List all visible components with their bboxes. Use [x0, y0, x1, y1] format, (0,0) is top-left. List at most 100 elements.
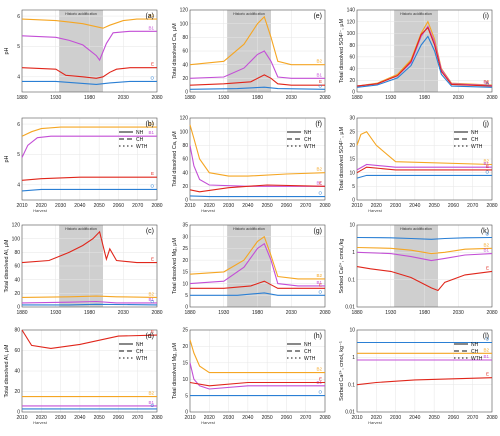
series-label: E [151, 257, 154, 262]
legend-label: WTH [136, 144, 148, 150]
x-tick-label: 2020 [204, 203, 215, 209]
y-tick-label: 60 [349, 55, 355, 61]
series-label: B2 [148, 13, 154, 18]
y-axis-label: Total dissolved SO4²⁻, µM [339, 127, 345, 192]
legend-label: WTH [304, 356, 316, 362]
plot-frame [356, 329, 493, 413]
series-label: O [150, 183, 154, 188]
series-label: O [485, 336, 489, 341]
x-tick-label: 2030 [286, 95, 297, 101]
x-tick-label: 2030 [390, 203, 401, 209]
panel-b: 2010 2020 2030 2040 2050 2060 2070 2080 4 5 6 B2 B1 E… [4, 117, 163, 213]
x-tick-label: 1880 [351, 310, 362, 316]
y-tick-label: 25 [182, 328, 188, 334]
series-label: E [319, 282, 322, 287]
legend-label: WTH [471, 144, 483, 150]
panel-label: (g) [313, 228, 322, 235]
y-tick-label: 35 [182, 223, 188, 229]
y-tick-label: 100 [347, 31, 356, 37]
x-tick-label: 2050 [429, 203, 440, 209]
x-tick-label: 2030 [223, 415, 234, 421]
series-line-O [356, 236, 493, 240]
y-axis-label: pH [4, 47, 10, 54]
series-line-B2 [189, 339, 325, 374]
legend-label: CH [136, 137, 144, 143]
legend-label: WTH [136, 356, 148, 362]
x-tick-label: 2030 [223, 203, 234, 209]
y-tick-label: 10 [349, 328, 355, 334]
series-label: B1 [316, 280, 322, 285]
x-tick-label: 1880 [184, 310, 195, 316]
shade-label: Historic acidification [65, 227, 97, 231]
shade-label: Historic acidification [233, 227, 265, 231]
series-label: O [150, 299, 154, 304]
x-tick-label: 1930 [385, 310, 396, 316]
series-line-B2 [356, 246, 493, 255]
y-tick-label: 120 [347, 19, 356, 25]
y-tick-label: 4 [17, 75, 20, 81]
series-label: O [485, 169, 489, 174]
y-tick-label: 40 [349, 66, 355, 72]
legend-label: WTH [471, 356, 483, 362]
y-tick-label: 15 [349, 157, 355, 163]
y-tick-label: 120 [12, 223, 21, 229]
panel-c: Historic acidification 1880 1930 1980 2030 20… [4, 223, 163, 316]
series-label: B2 [316, 273, 322, 278]
y-tick-label: 0.01 [345, 305, 355, 311]
series-line-E [356, 166, 492, 174]
y-tick-label: 60 [182, 157, 188, 163]
series-label: B1 [483, 80, 489, 85]
plot-frame [21, 117, 158, 201]
x-tick-label: 2050 [94, 415, 105, 421]
x-tick-label: 2070 [300, 415, 311, 421]
series-label: B1 [316, 72, 322, 77]
y-tick-label: 1 [352, 355, 355, 361]
panel-l: 2010 2020 2030 2040 2050 2060 2070 2080 0.01 0.1 1… [338, 328, 498, 425]
series-label: E [151, 62, 154, 67]
y-tick-label: 40 [14, 277, 20, 283]
y-tick-label: 0.01 [345, 410, 355, 416]
y-tick-label: 6 [17, 14, 20, 20]
series-line-O [189, 86, 326, 90]
panel-label: (k) [481, 228, 489, 235]
y-tick-label: 5 [352, 184, 355, 190]
y-tick-label: 10 [349, 223, 355, 229]
x-tick-label: 2020 [371, 203, 382, 209]
series-label: O [318, 83, 322, 88]
y-tick-label: 25 [182, 246, 188, 252]
series-label: E [151, 171, 154, 176]
y-tick-label: 0 [17, 305, 20, 311]
x-tick-label: 2080 [151, 203, 162, 209]
series-label: E [319, 79, 322, 84]
y-tick-label: 20 [182, 258, 188, 264]
y-tick-label: 20 [14, 291, 20, 297]
x-tick-label: 1930 [218, 95, 229, 101]
x-tick-label: 1980 [252, 310, 263, 316]
x-tick-label: 2030 [286, 310, 297, 316]
shade-band [394, 225, 438, 307]
series-label: O [485, 81, 489, 86]
series-label: O [485, 231, 489, 236]
plot-area [190, 330, 325, 412]
y-tick-label: 0 [185, 198, 188, 204]
panel-label: (c) [146, 228, 154, 235]
y-tick-label: 40 [182, 62, 188, 68]
x-tick-label: 2030 [453, 95, 464, 101]
panel-label: (b) [145, 121, 154, 128]
plot-frame [21, 9, 158, 93]
x-tick-label: 2010 [184, 203, 195, 209]
plot-frame [21, 224, 158, 308]
x-tick-label: 1930 [50, 310, 61, 316]
plot-frame [189, 9, 326, 93]
x-tick-label: 1930 [385, 95, 396, 101]
x-tick-label: 2060 [281, 203, 292, 209]
x-tick-label: 1880 [351, 95, 362, 101]
x-axis-label: Harvest [33, 420, 48, 425]
y-tick-label: 100 [180, 21, 189, 27]
x-tick-label: 2060 [113, 203, 124, 209]
x-tick-label: 2080 [486, 95, 497, 101]
plot-frame [356, 117, 493, 201]
